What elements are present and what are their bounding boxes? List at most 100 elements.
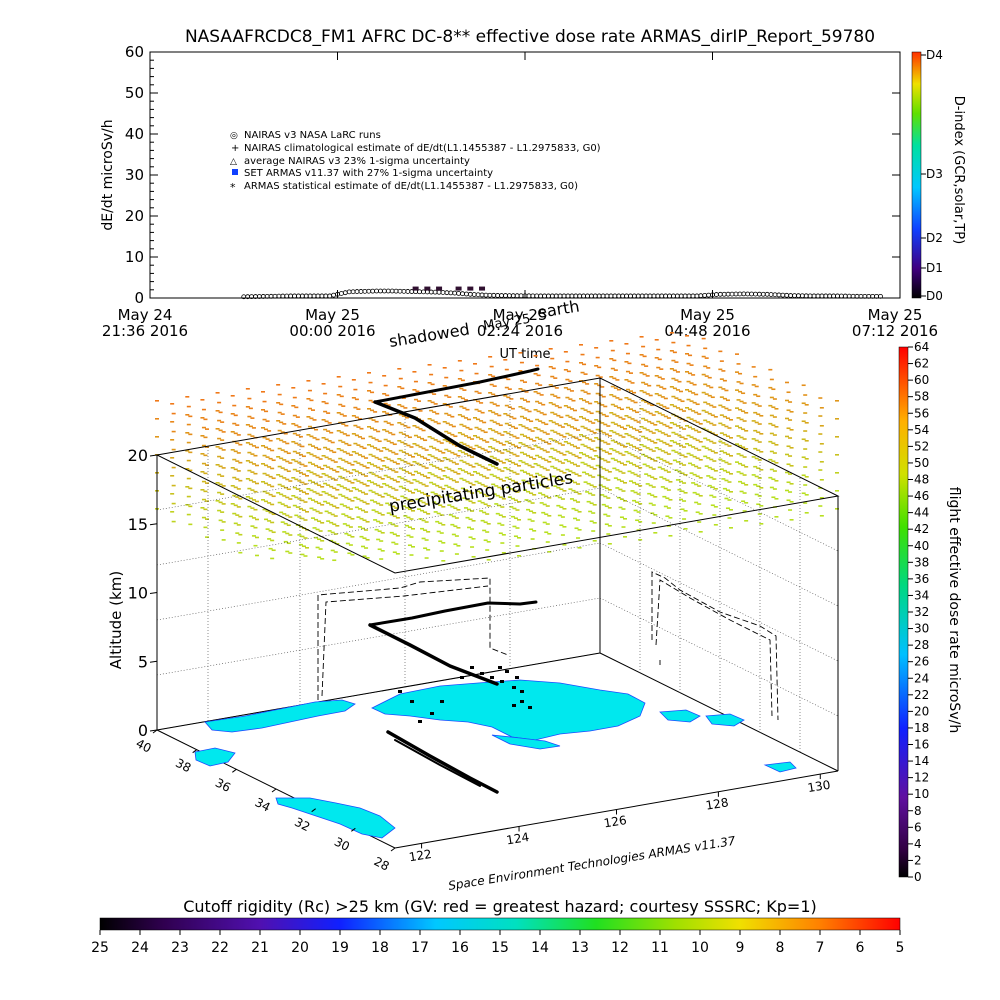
dose-tick-label: 8 [914,804,922,818]
dose-marker [759,451,764,453]
dose-marker [627,398,632,401]
dose-marker [357,526,362,528]
dose-marker [435,466,440,469]
altitude-tick-label: 15 [128,515,148,534]
dose-marker [323,482,328,485]
flight-track-mid-descent [368,623,499,686]
dose-marker [383,420,388,423]
dose-marker [385,484,390,487]
flight-track-points [398,666,532,723]
dose-marker [710,450,715,453]
dose-marker [638,467,643,469]
dose-marker [347,462,352,465]
nairas-point [776,292,782,298]
dose-marker [362,501,367,504]
dose-marker [698,441,703,443]
dose-marker [494,449,499,451]
dose-marker [735,353,739,355]
rigidity-tick-label: 15 [491,940,509,956]
dose-marker [220,511,225,513]
dose-marker [344,460,349,463]
d-index-tick-label: D3 [926,167,943,181]
dose-marker [739,454,744,457]
nairas-point [346,289,352,295]
dose-marker [261,445,265,447]
dose-marker [544,441,549,444]
dose-marker [370,427,375,430]
dose-marker [616,424,621,427]
dose-marker [659,440,664,442]
dose-marker [577,439,582,441]
dose-marker [332,559,337,562]
dose-marker [601,449,606,452]
dose-marker [524,499,529,501]
dose-marker [498,442,503,445]
nairas-point [721,291,727,297]
dose-marker [171,484,176,487]
dose-marker [482,421,487,424]
dose-marker [741,410,746,413]
dose-marker [250,507,255,509]
dose-marker [251,427,256,429]
dose-marker [671,377,676,380]
dose-marker [401,415,406,417]
dose-marker [471,538,476,540]
dose-marker [373,465,378,467]
dose-tick-label: 58 [914,390,929,404]
dose-marker [411,546,415,548]
dose-marker [788,473,793,475]
d-index-tick-label: D0 [926,289,943,303]
dose-marker [479,474,484,476]
dose-marker [374,510,379,513]
dose-marker [694,411,699,414]
timeseries-legend: ◎ NAIRAS v3 NASA LaRC runs + NAIRAS clim… [230,130,601,194]
dose-marker [598,412,603,414]
dose-marker [686,380,691,383]
dose-marker [470,492,475,494]
rigidity-tick-label: 20 [291,940,309,956]
dose-marker [232,476,237,479]
dose-marker [556,432,561,435]
nairas-point [628,293,633,299]
dose-marker [430,473,435,476]
dose-marker [423,475,428,478]
dose-marker [186,405,191,408]
dose-marker [200,471,205,473]
dose-marker [548,402,553,404]
dose-marker [666,471,671,473]
dose-marker [342,415,347,417]
dose-marker [719,468,724,470]
dose-marker [477,500,482,502]
dose-marker [541,493,546,496]
dose-marker [445,440,450,443]
dose-marker [447,486,452,488]
dose-marker [401,487,406,489]
dose-marker [485,441,490,443]
dose-marker [488,374,493,376]
dose-marker [185,486,190,488]
dose-marker [625,406,630,409]
dose-marker [185,414,190,416]
dose-marker [771,478,776,481]
dose-marker [447,468,452,470]
dose-marker [309,471,314,474]
dose-marker [463,453,468,455]
dose-marker [721,460,726,462]
timeseries-y-axis-label: dE/dt microSv/h [100,119,116,230]
dose-marker [566,478,571,481]
dose-marker [645,465,650,467]
dose-marker [438,504,443,507]
dose-marker [451,443,456,446]
dose-marker [421,465,426,468]
dose-marker [835,490,839,492]
dose-marker [632,391,637,394]
x-tick-label-time: 02:24 2016 [477,322,563,340]
dose-marker [403,515,408,517]
dose-marker [521,425,526,428]
dose-marker [600,476,605,478]
dose-marker [709,422,714,425]
dose-marker [819,407,824,409]
dose-marker [835,508,839,510]
dose-marker [685,425,689,427]
dose-marker [529,492,534,495]
